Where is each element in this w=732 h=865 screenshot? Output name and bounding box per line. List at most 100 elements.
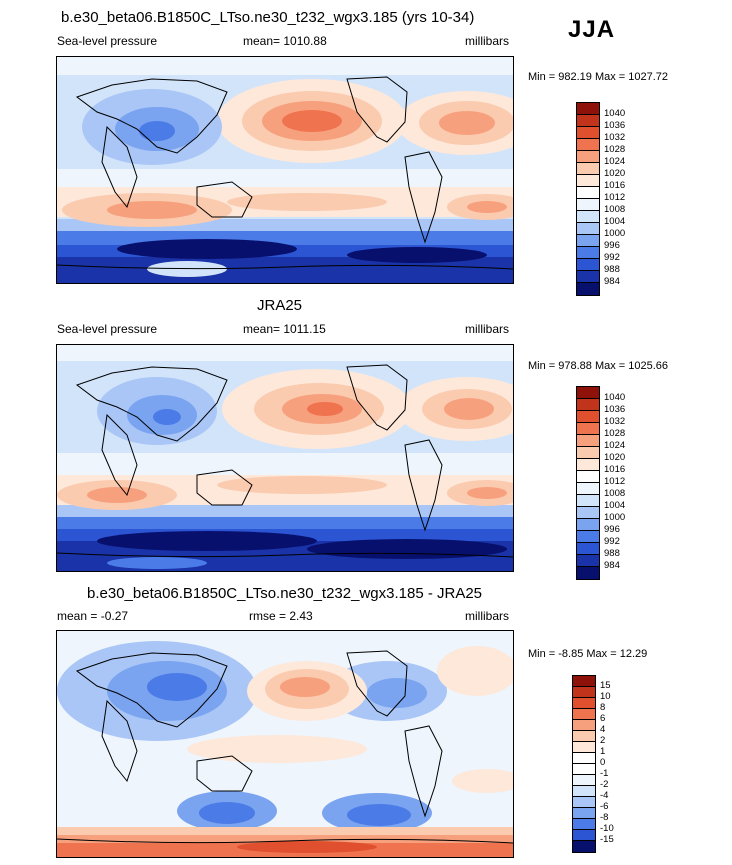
panel2-cb-cell (577, 543, 599, 555)
panel2-colorbar-tick-label: 1000 (604, 512, 626, 523)
panel1-cb-cell (577, 235, 599, 247)
panel1-left-label: Sea-level pressure (57, 34, 158, 48)
panel1-colorbar (576, 102, 600, 296)
panel3-colorbar-tick-label: 10 (600, 691, 611, 702)
panel3-cb-cell (573, 698, 595, 709)
panel1-colorbar-tick-label: 1012 (604, 192, 626, 203)
panel3-colorbar-tick-label: -4 (600, 790, 609, 801)
panel2-colorbar-tick-label: 1028 (604, 428, 626, 439)
panel2-colorbar-tick-label: 1036 (604, 404, 626, 415)
panel3-cb-cell (573, 687, 595, 698)
panel2-cb-cell (577, 483, 599, 495)
panel3-colorbar-tick-label: 4 (600, 724, 606, 735)
panel2-cb-cell (577, 531, 599, 543)
panel3-cb-cell (573, 742, 595, 753)
panel3-mean-label: mean = -0.27 (57, 609, 129, 623)
panel3-contour-field (57, 631, 513, 857)
panel1-cb-cell (577, 223, 599, 235)
panel3-cb-cell (573, 731, 595, 742)
panel3-map (56, 630, 514, 858)
panel1-cb-cell (577, 247, 599, 259)
panel3-cb-cell (573, 775, 595, 786)
panel2-cb-cell (577, 435, 599, 447)
panel2-cb-cell (577, 423, 599, 435)
panel1-cb-cell (577, 163, 599, 175)
panel2-colorbar-tick-label: 1016 (604, 464, 626, 475)
panel2-cb-cell (577, 567, 599, 579)
panel2-colorbar-tick-label: 1008 (604, 488, 626, 499)
panel1-colorbar-tick-label: 1000 (604, 228, 626, 239)
panel3-colorbar-tick-label: -10 (600, 823, 614, 834)
panel1-cb-cell (577, 259, 599, 271)
panel1-cb-cell (577, 151, 599, 163)
panel3-cb-cell (573, 830, 595, 841)
panel3-colorbar-tick-label: -6 (600, 801, 609, 812)
panel1-colorbar-tick-label: 1036 (604, 120, 626, 131)
panel2-colorbar-tick-label: 1004 (604, 500, 626, 511)
panel2-colorbar-tick-label: 984 (604, 560, 620, 571)
panel2-colorbar-tick-label: 1012 (604, 476, 626, 487)
panel1-colorbar-tick-label: 1020 (604, 168, 626, 179)
panel2-map (56, 344, 514, 572)
panel1-colorbar-tick-label: 1004 (604, 216, 626, 227)
panel2-cb-cell (577, 495, 599, 507)
panel2-cb-cell (577, 399, 599, 411)
panel3-cb-cell (573, 709, 595, 720)
panel2-minmax: Min = 978.88 Max = 1025.66 (528, 360, 669, 372)
panel3-colorbar-tick-label: -8 (600, 812, 609, 823)
panel2-cb-cell (577, 387, 599, 399)
panel1-cb-cell (577, 271, 599, 283)
panel1-mean-label: mean= 1010.88 (243, 34, 327, 48)
panel3-colorbar-tick-label: 2 (600, 735, 606, 746)
panel1-cb-cell (577, 127, 599, 139)
panel2-cb-cell (577, 459, 599, 471)
panel1-cb-cell (577, 187, 599, 199)
panel1-units-label: millibars (465, 34, 510, 48)
panel1-colorbar-tick-label: 988 (604, 264, 620, 275)
panel3-cb-cell (573, 764, 595, 775)
panel1-cb-cell (577, 139, 599, 151)
panel3-cb-cell (573, 797, 595, 808)
panel1-colorbar-tick-label: 1032 (604, 132, 626, 143)
panel3-units-label: millibars (465, 609, 510, 623)
panel2-cb-cell (577, 507, 599, 519)
panel1-cb-cell (577, 199, 599, 211)
panel1-map (56, 56, 514, 284)
panel3-cb-cell (573, 786, 595, 797)
panel3-cb-cell (573, 720, 595, 731)
panel1-colorbar-tick-label: 984 (604, 276, 620, 287)
panel2-cb-cell (577, 519, 599, 531)
panel2-colorbar-tick-label: 1040 (604, 392, 626, 403)
panel3-minmax: Min = -8.85 Max = 12.29 (528, 648, 648, 660)
panel2-left-label: Sea-level pressure (57, 322, 158, 336)
panel2-colorbar (576, 386, 600, 580)
panel3-colorbar-tick-label: 1 (600, 746, 606, 757)
panel3-cb-cell (573, 676, 595, 687)
panel3-title: b.e30_beta06.B1850C_LTso.ne30_t232_wgx3.… (87, 585, 483, 602)
panel3-rmse-label: rmse = 2.43 (249, 609, 313, 623)
panel2-mean-label: mean= 1011.15 (243, 322, 326, 336)
panel3-cb-cell (573, 753, 595, 764)
panel1-colorbar-tick-label: 996 (604, 240, 620, 251)
panel2-colorbar-tick-label: 988 (604, 548, 620, 559)
panel3-colorbar-tick-label: -15 (600, 834, 614, 845)
panel2-cb-cell (577, 447, 599, 459)
panel2-units-label: millibars (465, 322, 510, 336)
panel1-title: b.e30_beta06.B1850C_LTso.ne30_t232_wgx3.… (61, 9, 475, 26)
panel2-cb-cell (577, 555, 599, 567)
panel1-colorbar-tick-label: 1028 (604, 144, 626, 155)
panel1-colorbar-tick-label: 1016 (604, 180, 626, 191)
panel3-colorbar (572, 675, 596, 853)
panel1-contour-field (57, 57, 513, 283)
panel2-colorbar-tick-label: 992 (604, 536, 620, 547)
panel2-title: JRA25 (257, 297, 303, 314)
panel3-colorbar-tick-label: -2 (600, 779, 609, 790)
panel2-cb-cell (577, 411, 599, 423)
panel2-colorbar-tick-label: 1024 (604, 440, 626, 451)
panel1-colorbar-tick-label: 992 (604, 252, 620, 263)
panel2-colorbar-tick-label: 996 (604, 524, 620, 535)
panel2-contour-field (57, 345, 513, 571)
panel1-cb-cell (577, 283, 599, 295)
panel1-cb-cell (577, 115, 599, 127)
panel1-colorbar-tick-label: 1024 (604, 156, 626, 167)
